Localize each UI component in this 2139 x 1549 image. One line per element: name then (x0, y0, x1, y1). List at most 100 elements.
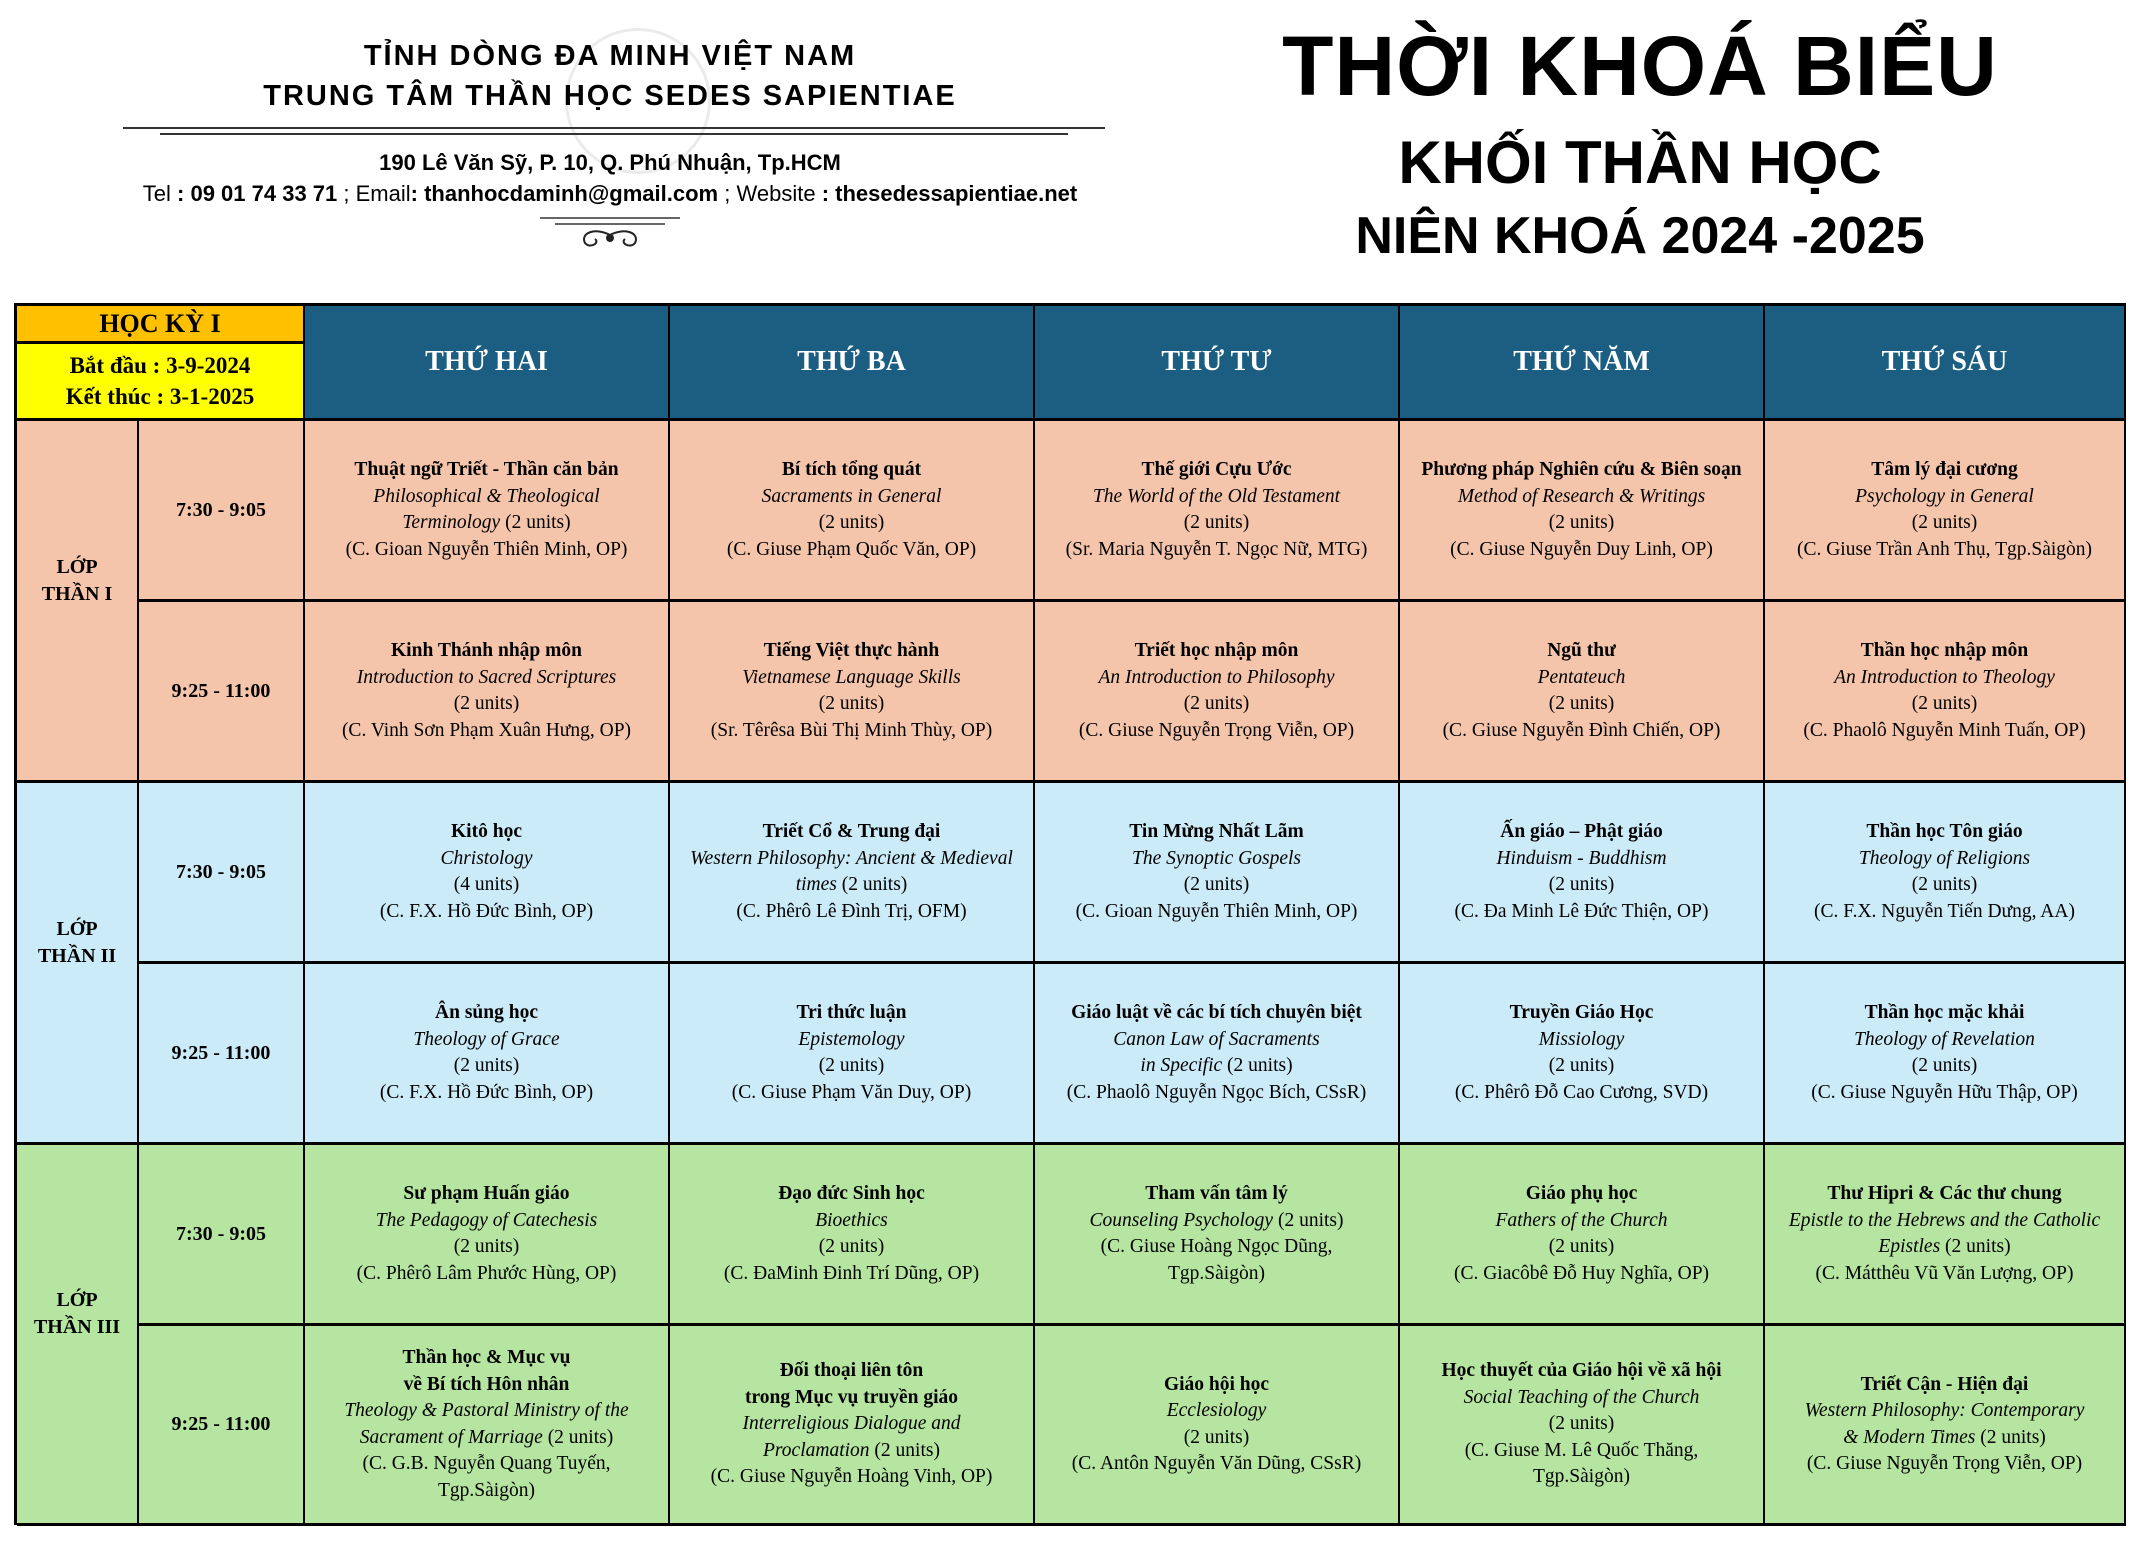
course-line: Ấn giáo – Phật giáo (1500, 819, 1663, 846)
course-title-en: in Specific (1140, 1055, 1223, 1076)
course-cell: Phương pháp Nghiên cứu & Biên soạn Method… (1400, 421, 1765, 602)
address: 190 Lê Văn Sỹ, P. 10, Q. Phú Nhuận, Tp.H… (379, 150, 841, 175)
course-line: (C. F.X. Nguyễn Tiến Dưng, AA) (1814, 899, 2075, 926)
schedule-title: THỜI KHOÁ BIỂU (1282, 19, 1998, 113)
course-line: Method of Research & Writings (1458, 484, 1705, 511)
course-cell: Giáo luật về các bí tích chuyên biệt Cano… (1035, 964, 1400, 1145)
day-label: THỨ NĂM (1513, 346, 1650, 377)
course-title-vi: Thuật ngữ Triết - Thần căn bản (354, 459, 619, 480)
course-detail: (2 units) (1183, 693, 1250, 714)
course-cell: Học thuyết của Giáo hội về xã hội Social … (1400, 1326, 1765, 1526)
course-line: về Bí tích Hôn nhân (404, 1372, 570, 1399)
day-header-5: THỨ SÁU (1765, 306, 2126, 421)
course-line: (C. Phêrô Lâm Phước Hùng, OP) (357, 1261, 617, 1288)
course-detail: (4 units) (453, 874, 520, 895)
course-line: Tin Mừng Nhất Lãm (1129, 819, 1303, 846)
course-detail: (2 units) (1911, 1055, 1978, 1076)
academic-year: NIÊN KHOÁ 2024 -2025 (1355, 207, 1925, 265)
course-title-en: Bioethics (815, 1209, 888, 1231)
course-title-vi: Tiếng Việt thực hành (763, 640, 940, 661)
course-line: (C. Antôn Nguyễn Văn Dũng, CSsR) (1072, 1451, 1361, 1478)
course-line: Ân sủng học (435, 1000, 538, 1027)
course-line: Triết học nhập môn (1135, 638, 1299, 665)
course-detail: (2 units) (1940, 1236, 2011, 1257)
course-line: Psychology in General (1855, 484, 2034, 511)
course-detail: (2 units) (1548, 512, 1615, 533)
course-detail: (2 units) (1548, 874, 1615, 895)
course-line: Missiology (1539, 1027, 1625, 1054)
course-title-vi: Đối thoại liên tôn (779, 1360, 924, 1382)
course-detail: (C. F.X. Nguyễn Tiến Dưng, AA) (1814, 900, 2075, 922)
course-detail: (C. Phaolô Nguyễn Ngọc Bích, CSsR) (1066, 1081, 1367, 1103)
course-cell: Tin Mừng Nhất Lãm The Synoptic Gospels (2 … (1035, 783, 1400, 964)
course-detail: Tgp.Sàigòn) (1168, 1262, 1265, 1284)
course-detail: (2 units) (1183, 512, 1250, 533)
course-detail: (2 units) (453, 1055, 520, 1076)
course-detail: (2 units) (1548, 1236, 1615, 1257)
course-cell: Ấn giáo – Phật giáo Hinduism - Buddhism (2… (1400, 783, 1765, 964)
course-line: (Sr. Maria Nguyễn T. Ngọc Nữ, MTG) (1066, 537, 1368, 564)
course-title-en: Sacrament of Marriage (359, 1426, 543, 1448)
course-detail: (C. Phêrô Lê Đình Trị, OFM) (736, 900, 967, 922)
course-title-en: The Pedagogy of Catechesis (375, 1209, 598, 1231)
course-detail: (C. ĐaMinh Đinh Trí Dũng, OP) (723, 1262, 980, 1284)
course-detail: (2 units) (818, 512, 885, 533)
course-line: Terminology (2 units) (402, 510, 570, 537)
course-line: Thần học & Mục vụ (403, 1345, 571, 1372)
course-line: (C. Vinh Sơn Phạm Xuân Hưng, OP) (342, 718, 631, 745)
course-line: (2 units) (1912, 510, 1978, 537)
course-title-vi: Học thuyết của Giáo hội về xã hội (1441, 1360, 1722, 1382)
course-title-en: Western Philosophy: Ancient & Medieval (690, 847, 1013, 869)
course-line: Ecclesiology (1167, 1398, 1267, 1425)
schedule-subtitle: KHỐI THẦN HỌC (1398, 129, 1882, 196)
course-detail: (C. Giuse Nguyễn Duy Linh, OP) (1450, 538, 1713, 560)
course-line: (2 units) (1184, 691, 1250, 718)
course-line: (C. F.X. Hồ Đức Bình, OP) (380, 1080, 593, 1107)
semester-label-cell: HỌC KỲ I (17, 306, 305, 344)
day-label: THỨ HAI (425, 346, 548, 377)
course-line: (C. Giuse Phạm Quốc Văn, OP) (727, 537, 976, 564)
course-line: (C. Gioan Nguyễn Thiên Minh, OP) (346, 537, 628, 564)
course-detail: (2 units) (1911, 874, 1978, 895)
course-line: (2 units) (1549, 691, 1615, 718)
course-line: Tâm lý đại cương (1871, 457, 2018, 484)
course-title-vi: về Bí tích Hôn nhân (403, 1373, 570, 1395)
course-cell: Giáo hội học Ecclesiology (2 units) (C. Ant… (1035, 1326, 1400, 1526)
course-line: Canon Law of Sacraments (1113, 1027, 1319, 1054)
course-title-en: Epistle to the Hebrews and the Catholic (1788, 1209, 2101, 1231)
course-title-vi: Tin Mừng Nhất Lãm (1129, 821, 1304, 842)
course-line: (2 units) (1549, 1234, 1615, 1261)
course-line: (C. Phêrô Đỗ Cao Cương, SVD) (1455, 1080, 1708, 1107)
course-title-vi: Truyền Giáo Học (1509, 1002, 1654, 1023)
course-cell: Thần học mặc khải Theology of Revelation (… (1765, 964, 2126, 1145)
course-line: Theology of Revelation (1854, 1027, 2035, 1054)
class-name-line: THẦN III (33, 1316, 121, 1338)
course-title-en: Proclamation (763, 1439, 870, 1461)
course-detail: Tgp.Sàigòn) (1533, 1466, 1630, 1488)
course-line: Thần học nhập môn (1861, 638, 2028, 665)
course-title-en: Western Philosophy: Contemporary (1804, 1400, 2085, 1421)
course-detail: (C. Giuse Nguyễn Trọng Viễn, OP) (1806, 1453, 2083, 1474)
course-cell: Thần học Tôn giáo Theology of Religions (2… (1765, 783, 2126, 964)
course-line: Đối thoại liên tôn (780, 1358, 924, 1385)
course-cell: Triết Cận - Hiện đại Western Philosophy: … (1765, 1326, 2126, 1526)
course-title-en: Vietnamese Language Skills (742, 666, 961, 688)
course-title-vi: Giáo hội học (1163, 1373, 1270, 1395)
course-title-en: Theology of Revelation (1854, 1028, 2035, 1050)
course-line: Pentateuch (1538, 665, 1626, 692)
course-line: Giáo luật về các bí tích chuyên biệt (1071, 1000, 1362, 1027)
course-title-en: Canon Law of Sacraments (1113, 1028, 1320, 1050)
course-title-en: Method of Research & Writings (1457, 485, 1706, 507)
course-detail: (C. Phêrô Lâm Phước Hùng, OP) (356, 1262, 617, 1284)
course-title-en: Psychology in General (1855, 485, 2034, 507)
course-title-en: Theology of Religions (1858, 847, 2031, 869)
course-line: (2 units) (1184, 872, 1250, 899)
course-detail: (2 units) (542, 1426, 614, 1448)
course-detail: (2 units) (818, 1055, 885, 1076)
class-name-line: LỚP (56, 1289, 98, 1311)
course-detail: Tgp.Sàigòn) (438, 1479, 535, 1501)
course-title-en: Christology (440, 847, 533, 869)
start-date: Bắt đầu : 3-9-2024 (69, 353, 251, 378)
divider (160, 133, 1068, 135)
course-line: The World of the Old Testament (1093, 484, 1340, 511)
